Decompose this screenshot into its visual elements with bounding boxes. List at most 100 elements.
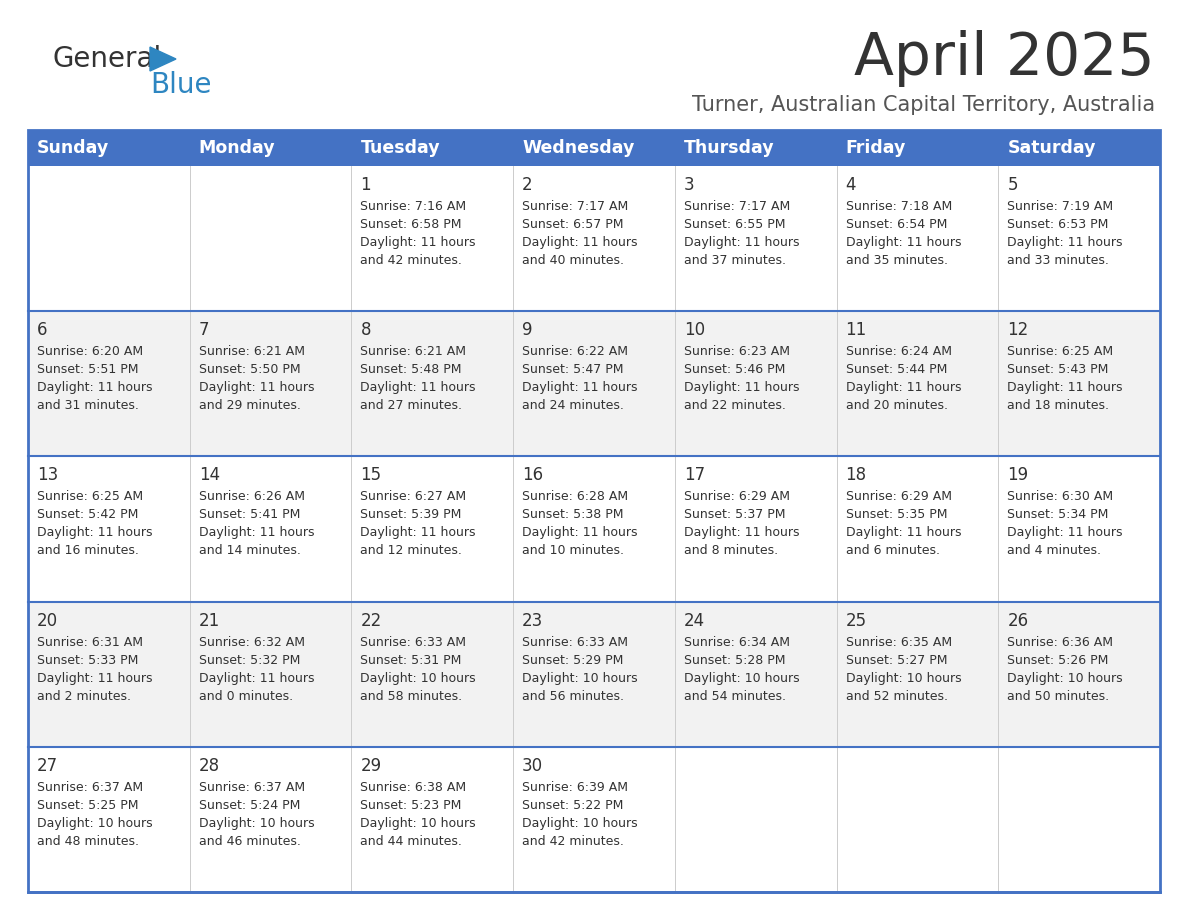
Text: and 48 minutes.: and 48 minutes.	[37, 834, 139, 848]
Text: Sunrise: 7:17 AM: Sunrise: 7:17 AM	[523, 200, 628, 213]
Text: and 52 minutes.: and 52 minutes.	[846, 689, 948, 702]
Text: and 56 minutes.: and 56 minutes.	[523, 689, 624, 702]
Text: 30: 30	[523, 756, 543, 775]
Text: Sunrise: 6:32 AM: Sunrise: 6:32 AM	[198, 635, 304, 649]
Text: Sunset: 5:43 PM: Sunset: 5:43 PM	[1007, 364, 1108, 376]
Text: Sunrise: 6:20 AM: Sunrise: 6:20 AM	[37, 345, 143, 358]
Bar	[29, 747, 1159, 892]
Text: Sunrise: 6:25 AM: Sunrise: 6:25 AM	[1007, 345, 1113, 358]
Text: and 27 minutes.: and 27 minutes.	[360, 399, 462, 412]
Bar	[29, 456, 1159, 601]
Text: and 31 minutes.: and 31 minutes.	[37, 399, 139, 412]
Text: and 22 minutes.: and 22 minutes.	[684, 399, 785, 412]
Polygon shape	[150, 47, 176, 71]
Text: Daylight: 11 hours: Daylight: 11 hours	[1007, 236, 1123, 249]
Text: 12: 12	[1007, 321, 1029, 339]
Text: Daylight: 10 hours: Daylight: 10 hours	[1007, 672, 1123, 685]
Text: 22: 22	[360, 611, 381, 630]
Text: Daylight: 10 hours: Daylight: 10 hours	[523, 672, 638, 685]
Text: Sunset: 5:31 PM: Sunset: 5:31 PM	[360, 654, 462, 666]
Text: Daylight: 11 hours: Daylight: 11 hours	[684, 236, 800, 249]
Text: Tuesday: Tuesday	[360, 139, 440, 157]
Text: Daylight: 11 hours: Daylight: 11 hours	[37, 381, 152, 394]
Text: Sunset: 5:51 PM: Sunset: 5:51 PM	[37, 364, 139, 376]
Text: Sunset: 5:33 PM: Sunset: 5:33 PM	[37, 654, 138, 666]
Text: and 18 minutes.: and 18 minutes.	[1007, 399, 1110, 412]
Text: Daylight: 10 hours: Daylight: 10 hours	[846, 672, 961, 685]
Text: Sunrise: 6:37 AM: Sunrise: 6:37 AM	[198, 781, 305, 794]
Text: Sunset: 5:48 PM: Sunset: 5:48 PM	[360, 364, 462, 376]
Text: and 40 minutes.: and 40 minutes.	[523, 254, 624, 267]
Text: Thursday: Thursday	[684, 139, 775, 157]
Text: Sunset: 6:55 PM: Sunset: 6:55 PM	[684, 218, 785, 231]
Bar	[29, 601, 1159, 747]
Text: and 12 minutes.: and 12 minutes.	[360, 544, 462, 557]
Text: and 29 minutes.: and 29 minutes.	[198, 399, 301, 412]
Text: Daylight: 10 hours: Daylight: 10 hours	[37, 817, 152, 830]
Text: and 6 minutes.: and 6 minutes.	[846, 544, 940, 557]
Text: General: General	[52, 45, 162, 73]
Text: 17: 17	[684, 466, 704, 485]
Text: Monday: Monday	[198, 139, 276, 157]
Text: Sunset: 6:58 PM: Sunset: 6:58 PM	[360, 218, 462, 231]
Text: 14: 14	[198, 466, 220, 485]
Text: Daylight: 11 hours: Daylight: 11 hours	[198, 672, 314, 685]
Text: Sunset: 5:32 PM: Sunset: 5:32 PM	[198, 654, 301, 666]
Text: 25: 25	[846, 611, 867, 630]
Text: 5: 5	[1007, 176, 1018, 194]
Text: Sunrise: 6:26 AM: Sunrise: 6:26 AM	[198, 490, 304, 503]
Text: Sunset: 5:44 PM: Sunset: 5:44 PM	[846, 364, 947, 376]
Text: Sunset: 5:24 PM: Sunset: 5:24 PM	[198, 799, 301, 812]
Text: 10: 10	[684, 321, 704, 339]
Text: and 8 minutes.: and 8 minutes.	[684, 544, 778, 557]
Text: Sunrise: 6:35 AM: Sunrise: 6:35 AM	[846, 635, 952, 649]
Text: Sunset: 5:27 PM: Sunset: 5:27 PM	[846, 654, 947, 666]
Text: Sunrise: 6:29 AM: Sunrise: 6:29 AM	[684, 490, 790, 503]
Text: Sunset: 5:23 PM: Sunset: 5:23 PM	[360, 799, 462, 812]
Text: Friday: Friday	[846, 139, 906, 157]
Text: 16: 16	[523, 466, 543, 485]
Text: and 20 minutes.: and 20 minutes.	[846, 399, 948, 412]
Text: Sunrise: 6:25 AM: Sunrise: 6:25 AM	[37, 490, 143, 503]
Text: and 46 minutes.: and 46 minutes.	[198, 834, 301, 848]
Text: 4: 4	[846, 176, 857, 194]
Text: Wednesday: Wednesday	[523, 139, 634, 157]
Text: Saturday: Saturday	[1007, 139, 1095, 157]
Text: Sunrise: 6:39 AM: Sunrise: 6:39 AM	[523, 781, 628, 794]
Text: Sunrise: 6:30 AM: Sunrise: 6:30 AM	[1007, 490, 1113, 503]
Text: Sunrise: 6:29 AM: Sunrise: 6:29 AM	[846, 490, 952, 503]
Text: Sunrise: 6:23 AM: Sunrise: 6:23 AM	[684, 345, 790, 358]
Text: Daylight: 10 hours: Daylight: 10 hours	[198, 817, 315, 830]
Text: 15: 15	[360, 466, 381, 485]
Text: 21: 21	[198, 611, 220, 630]
Text: Sunrise: 6:27 AM: Sunrise: 6:27 AM	[360, 490, 467, 503]
Text: Daylight: 10 hours: Daylight: 10 hours	[523, 817, 638, 830]
Text: and 54 minutes.: and 54 minutes.	[684, 689, 785, 702]
Text: Daylight: 11 hours: Daylight: 11 hours	[523, 381, 638, 394]
Text: 27: 27	[37, 756, 58, 775]
Text: 26: 26	[1007, 611, 1029, 630]
Text: and 58 minutes.: and 58 minutes.	[360, 689, 462, 702]
Bar	[29, 130, 1159, 166]
Text: Daylight: 11 hours: Daylight: 11 hours	[846, 236, 961, 249]
Text: 9: 9	[523, 321, 532, 339]
Text: Sunset: 5:38 PM: Sunset: 5:38 PM	[523, 509, 624, 521]
Text: Turner, Australian Capital Territory, Australia: Turner, Australian Capital Territory, Au…	[691, 95, 1155, 115]
Text: Sunrise: 6:28 AM: Sunrise: 6:28 AM	[523, 490, 628, 503]
Text: Sunset: 6:54 PM: Sunset: 6:54 PM	[846, 218, 947, 231]
Text: Sunrise: 6:37 AM: Sunrise: 6:37 AM	[37, 781, 143, 794]
Text: and 0 minutes.: and 0 minutes.	[198, 689, 292, 702]
Bar	[29, 130, 1159, 892]
Text: Sunset: 5:39 PM: Sunset: 5:39 PM	[360, 509, 462, 521]
Text: Blue: Blue	[150, 71, 211, 99]
Text: Daylight: 11 hours: Daylight: 11 hours	[198, 526, 314, 540]
Text: and 16 minutes.: and 16 minutes.	[37, 544, 139, 557]
Text: Daylight: 11 hours: Daylight: 11 hours	[360, 381, 476, 394]
Text: Daylight: 11 hours: Daylight: 11 hours	[360, 236, 476, 249]
Text: Sunset: 6:57 PM: Sunset: 6:57 PM	[523, 218, 624, 231]
Text: Sunset: 5:26 PM: Sunset: 5:26 PM	[1007, 654, 1108, 666]
Text: Sunrise: 6:21 AM: Sunrise: 6:21 AM	[360, 345, 467, 358]
Text: 20: 20	[37, 611, 58, 630]
Text: and 10 minutes.: and 10 minutes.	[523, 544, 624, 557]
Text: 24: 24	[684, 611, 704, 630]
